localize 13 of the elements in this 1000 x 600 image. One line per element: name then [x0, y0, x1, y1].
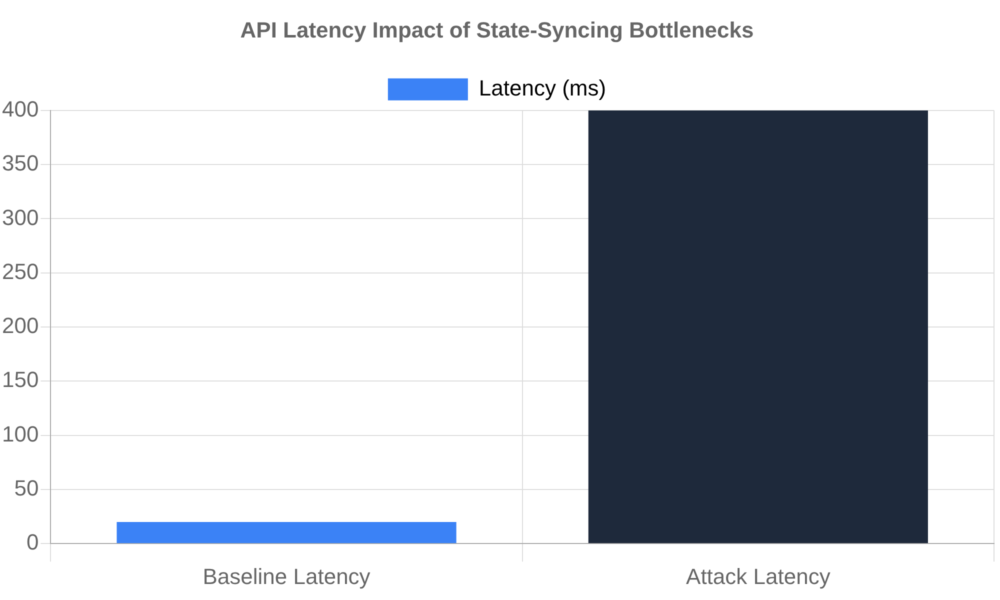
y-tick-label: 400	[2, 96, 39, 122]
x-tick-label: Baseline Latency	[202, 564, 370, 589]
y-tick-label: 100	[2, 421, 39, 446]
y-tick-label: 0	[26, 530, 39, 555]
x-tick-label: Attack Latency	[686, 564, 830, 589]
y-tick-label: 350	[2, 150, 39, 176]
y-tick-label: 250	[2, 258, 39, 284]
legend-label: Latency (ms)	[478, 75, 606, 100]
y-tick-label: 300	[2, 204, 39, 230]
chart-title: API Latency Impact of State-Syncing Bottlenecks	[240, 17, 754, 42]
y-tick-label: 200	[2, 313, 39, 338]
y-tick-label: 50	[14, 476, 39, 501]
y-tick-label: 150	[2, 367, 39, 392]
